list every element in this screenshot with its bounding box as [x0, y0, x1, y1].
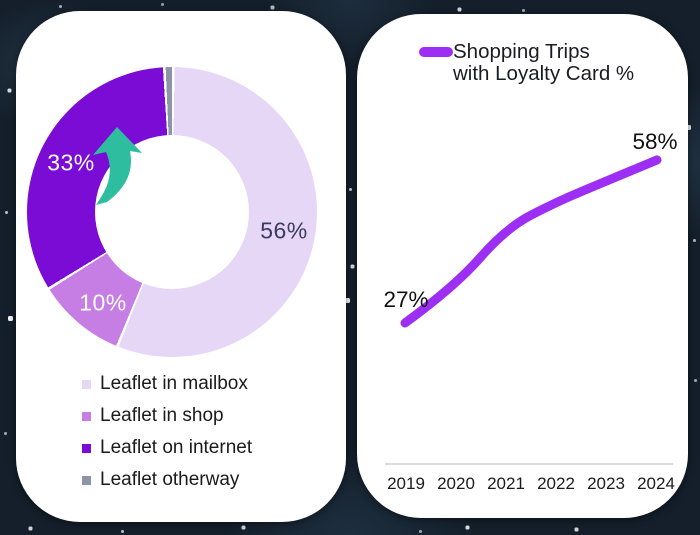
- shop-swatch-icon: [82, 411, 91, 421]
- donut-label-shop: 10%: [79, 289, 127, 316]
- mailbox-swatch-icon: [82, 379, 91, 389]
- star-dots: [0, 0, 1, 1]
- internet-swatch-icon: [82, 443, 91, 453]
- donut-label-mailbox: 56%: [260, 217, 308, 244]
- legend-label: Leaflet in mailbox: [100, 373, 248, 394]
- x-tick-2019: 2019: [387, 474, 425, 493]
- donut-chart: 33% 10% 56%: [27, 67, 317, 357]
- legend-item-otherway: Leaflet otherway: [82, 464, 252, 496]
- growth-arrow-icon: [93, 127, 142, 205]
- chart-title-line2: with Loyalty Card %: [453, 62, 635, 85]
- x-axis-labels: 2019 2020 2021 2022 2023 2024: [384, 474, 678, 494]
- legend-item-shop: Leaflet in shop: [82, 400, 252, 432]
- leaflet-donut-card: 33% 10% 56% Leaflet in mailbox Leaflet i…: [16, 11, 346, 522]
- legend-item-mailbox: Leaflet in mailbox: [82, 368, 252, 400]
- chart-title: Shopping Trips with Loyalty Card %: [453, 41, 634, 85]
- donut-label-internet: 33%: [47, 149, 95, 176]
- first-point-label: 27%: [383, 287, 429, 312]
- otherway-swatch-icon: [82, 475, 91, 485]
- legend-label: Leaflet on internet: [100, 437, 253, 458]
- series-line-marker-icon: [419, 47, 453, 57]
- x-tick-2020: 2020: [437, 474, 475, 493]
- last-point-label: 58%: [632, 129, 678, 154]
- legend-item-internet: Leaflet on internet: [82, 432, 252, 464]
- loyalty-line-card: Shopping Trips with Loyalty Card % 27% 5…: [357, 14, 688, 518]
- x-tick-2023: 2023: [587, 474, 625, 493]
- x-tick-2024: 2024: [637, 474, 675, 493]
- loyalty-series-line: [400, 155, 662, 328]
- chart-title-line1: Shopping Trips: [453, 40, 590, 63]
- legend-label: Leaflet otherway: [100, 469, 240, 490]
- line-chart: [385, 155, 673, 465]
- legend-label: Leaflet in shop: [100, 405, 224, 426]
- donut-legend: Leaflet in mailbox Leaflet in shop Leafl…: [82, 368, 252, 496]
- line-series-legend: Shopping Trips with Loyalty Card %: [419, 41, 634, 85]
- x-tick-2021: 2021: [487, 474, 525, 493]
- x-tick-2022: 2022: [537, 474, 575, 493]
